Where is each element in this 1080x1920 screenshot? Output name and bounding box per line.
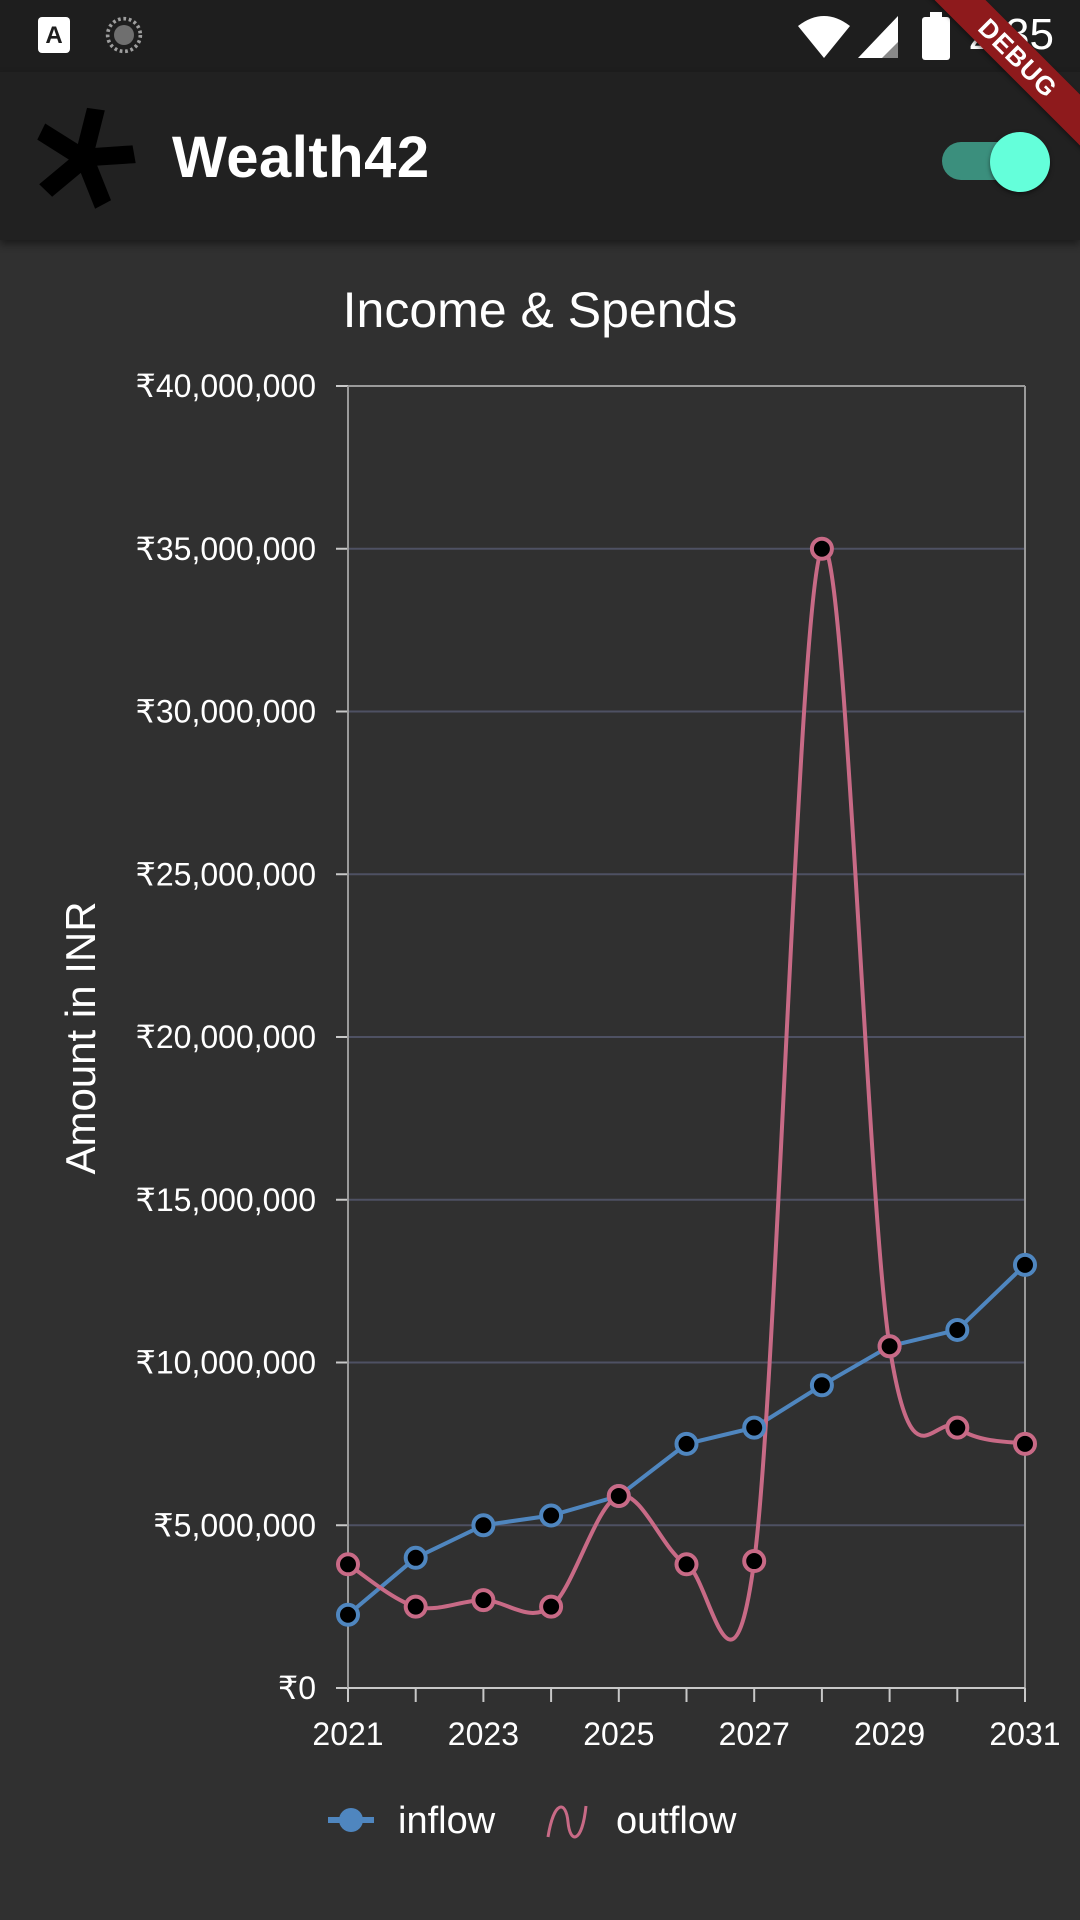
outflow-point bbox=[877, 1334, 902, 1359]
sync-icon bbox=[105, 16, 143, 54]
battery-icon bbox=[922, 12, 950, 60]
y-tick-label: ₹25,000,000 bbox=[135, 856, 316, 892]
y-tick-label: ₹35,000,000 bbox=[135, 531, 316, 567]
inflow-point bbox=[336, 1602, 360, 1627]
app-a-icon: A bbox=[38, 17, 70, 53]
x-tick-label: 2031 bbox=[989, 1716, 1060, 1752]
inflow-point bbox=[539, 1503, 564, 1528]
outflow-point bbox=[945, 1415, 970, 1440]
axes bbox=[336, 385, 1026, 1702]
wifi-icon bbox=[798, 16, 850, 58]
legend: inflow outflow bbox=[328, 1800, 737, 1842]
x-tick-label: 2027 bbox=[719, 1716, 790, 1752]
x-tick-label: 2025 bbox=[583, 1716, 654, 1752]
income-spends-chart: Income & Spends Amount in INR ₹0 ₹5,000,0… bbox=[57, 282, 1061, 1842]
outflow-point bbox=[403, 1594, 428, 1619]
y-tick-label: ₹40,000,000 bbox=[135, 368, 316, 404]
y-tick-label: ₹15,000,000 bbox=[135, 1182, 316, 1218]
x-tick-labels: 2021 2023 2025 2027 2029 2031 bbox=[312, 1716, 1060, 1752]
outflow-point bbox=[1013, 1431, 1037, 1456]
y-tick-label: ₹10,000,000 bbox=[135, 1345, 316, 1381]
legend-outflow-icon bbox=[546, 1805, 588, 1839]
outflow-point bbox=[606, 1483, 631, 1508]
y-tick-label: ₹0 bbox=[278, 1670, 316, 1706]
inflow-point bbox=[809, 1373, 834, 1398]
theme-toggle[interactable] bbox=[942, 132, 1052, 192]
data-points bbox=[336, 536, 1037, 1627]
outflow-point bbox=[809, 536, 834, 561]
outflow-point bbox=[674, 1552, 699, 1577]
app-bar: Wealth42 bbox=[0, 72, 1080, 240]
grid-lines bbox=[348, 385, 1025, 1689]
inflow-point bbox=[1013, 1252, 1037, 1277]
outflow-point bbox=[742, 1549, 767, 1574]
outflow-point bbox=[471, 1588, 496, 1613]
legend-outflow-label: outflow bbox=[616, 1800, 737, 1842]
inflow-point bbox=[945, 1317, 970, 1342]
inflow-point bbox=[742, 1415, 767, 1440]
outflow-point bbox=[539, 1594, 564, 1619]
cellular-icon bbox=[858, 16, 898, 58]
toggle-thumb[interactable] bbox=[990, 132, 1050, 192]
app-title: Wealth42 bbox=[172, 125, 430, 190]
legend-inflow-label: inflow bbox=[398, 1800, 496, 1842]
inflow-point bbox=[403, 1545, 428, 1570]
outflow-point bbox=[336, 1552, 360, 1577]
svg-text:A: A bbox=[45, 22, 62, 49]
inflow-point bbox=[471, 1513, 496, 1538]
star-logo bbox=[37, 107, 136, 209]
legend-inflow-marker bbox=[339, 1808, 363, 1832]
inflow-point bbox=[674, 1431, 699, 1456]
y-tick-label: ₹20,000,000 bbox=[135, 1019, 316, 1055]
y-tick-label: ₹30,000,000 bbox=[135, 694, 316, 730]
y-axis-label: Amount in INR bbox=[57, 901, 104, 1174]
chart-title: Income & Spends bbox=[343, 282, 738, 338]
y-tick-label: ₹5,000,000 bbox=[153, 1507, 316, 1543]
y-tick-labels: ₹0 ₹5,000,000 ₹10,000,000 ₹15,000,000 ₹20,00… bbox=[135, 368, 316, 1706]
x-tick-label: 2023 bbox=[448, 1716, 519, 1752]
x-tick-label: 2021 bbox=[312, 1716, 383, 1752]
status-bar: A 2:35 bbox=[0, 0, 1080, 72]
x-tick-label: 2029 bbox=[854, 1716, 925, 1752]
